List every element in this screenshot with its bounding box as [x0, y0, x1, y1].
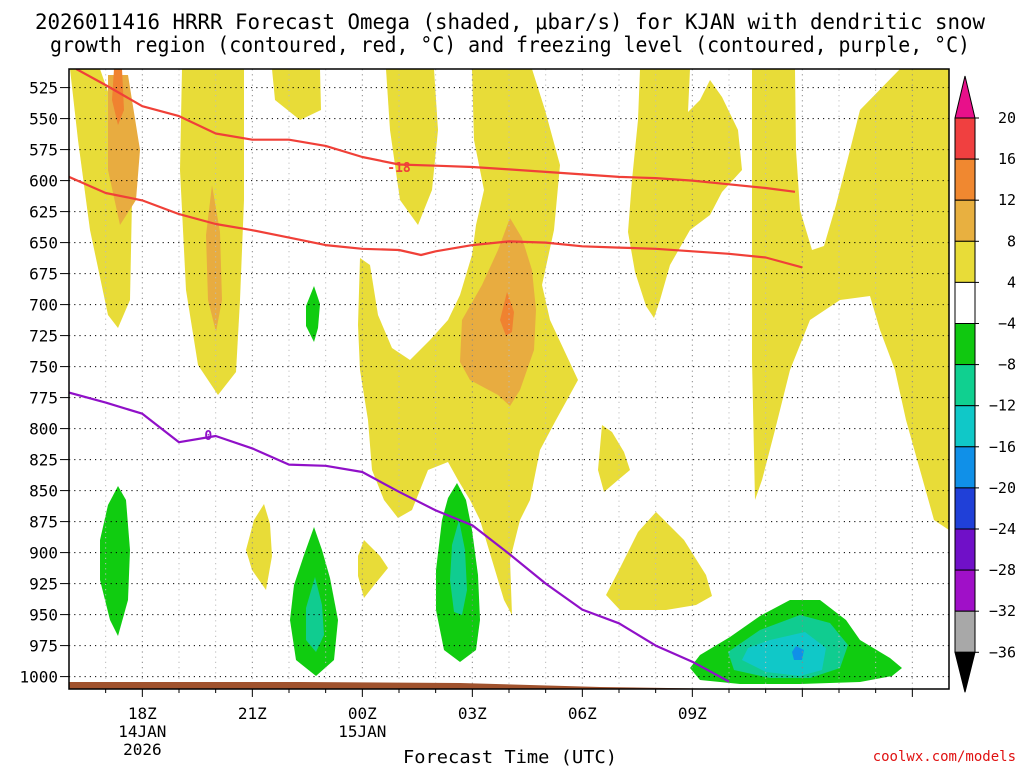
plot-area: -18 0: [69, 69, 949, 689]
colorbar: 20 16 12 8 4 −4 −8 −12 −16 −20 −24 −28 −32 −36: [954, 75, 1016, 693]
omega-region-pos1: [752, 69, 949, 500]
y-tick-label: 575: [29, 141, 58, 160]
omega-region-pos3: [112, 69, 124, 125]
y-tick-label: 625: [29, 203, 58, 222]
colorbar-bottom-arrow: [954, 651, 976, 693]
y-tick-label: 925: [29, 575, 58, 594]
x-tick-date: 14JAN: [118, 722, 166, 741]
omega-region-pos1: [606, 512, 712, 610]
colorbar-swatch: [954, 199, 976, 242]
y-tick-label: 825: [29, 451, 58, 470]
contour-freezing-level: [69, 391, 730, 683]
colorbar-label: 4: [1007, 273, 1016, 291]
y-tick-label: 900: [29, 544, 58, 563]
y-tick-label: 725: [29, 327, 58, 346]
colorbar-swatch: [954, 364, 976, 407]
x-tick-date: 15JAN: [338, 722, 386, 741]
x-tick-label: 18Z: [128, 704, 157, 723]
colorbar-swatch: [954, 117, 976, 160]
y-tick-label: 975: [29, 637, 58, 656]
omega-region-pos1: [870, 292, 949, 530]
contour-dgz-top: [75, 69, 796, 193]
colorbar-label: −16: [989, 438, 1016, 456]
y-tick-label: 650: [29, 234, 58, 253]
omega-region-neg1: [100, 486, 130, 636]
contour-label-freezing-level: 0: [204, 429, 212, 444]
y-tick-label: 675: [29, 265, 58, 284]
colorbar-label: −8: [998, 356, 1016, 374]
colorbar-swatch: [954, 610, 976, 653]
colorbar-label: −24: [989, 520, 1016, 538]
omega-region-neg4: [792, 646, 804, 660]
y-tick-label: 700: [29, 296, 58, 315]
omega-region-neg1: [306, 286, 320, 342]
colorbar-label: −4: [998, 315, 1016, 333]
omega-region-pos1: [386, 69, 438, 225]
colorbar-label: 12: [998, 191, 1016, 209]
contour-dgz-bottom: [69, 175, 803, 269]
x-axis-label: Forecast Time (UTC): [403, 747, 617, 768]
omega-region-pos1: [598, 425, 630, 492]
colorbar-label: 16: [998, 150, 1016, 168]
colorbar-swatch: [954, 528, 976, 571]
x-tick-label: 03Z: [458, 704, 487, 723]
contour-lines: -18 0: [69, 69, 803, 683]
colorbar-label: −36: [989, 643, 1016, 661]
colorbar-swatch: [954, 446, 976, 489]
grid-lines: [69, 69, 949, 689]
colorbar-swatch: [954, 240, 976, 283]
omega-region-pos2: [460, 218, 536, 406]
y-tick-label: 550: [29, 110, 58, 129]
colorbar-label: 8: [1007, 232, 1016, 250]
colorbar-label: −20: [989, 479, 1016, 497]
credit-text: coolwx.com/models: [873, 749, 1016, 765]
colorbar-swatch: [954, 569, 976, 612]
omega-shading: [70, 69, 949, 684]
y-tick-label: 850: [29, 482, 58, 501]
omega-region-neg2: [306, 577, 324, 652]
y-axis: 525 550 575 600 625 650 675 700 725 750 775 800 825 8…: [19, 79, 69, 687]
y-tick-label: 525: [29, 79, 58, 98]
colorbar-label: −12: [989, 397, 1016, 415]
colorbar-swatch: [954, 405, 976, 448]
y-tick-label: 775: [29, 389, 58, 408]
colorbar-label: −32: [989, 602, 1016, 620]
y-tick-label: 1000: [19, 668, 58, 687]
x-tick-label: 00Z: [348, 704, 377, 723]
colorbar-label: −28: [989, 561, 1016, 579]
omega-region-pos1: [272, 69, 321, 120]
colorbar-label: 20: [998, 109, 1016, 127]
terrain: [69, 682, 734, 689]
y-tick-label: 750: [29, 358, 58, 377]
omega-region-neg2: [450, 520, 467, 615]
omega-region-pos1: [628, 69, 742, 318]
y-tick-label: 950: [29, 606, 58, 625]
x-tick-label: 09Z: [678, 704, 707, 723]
y-tick-label: 600: [29, 172, 58, 191]
x-tick-label: 06Z: [568, 704, 597, 723]
contour-label-dgz-top: -18: [387, 161, 411, 176]
y-tick-label: 800: [29, 420, 58, 439]
colorbar-swatch: [954, 323, 976, 366]
x-tick-year: 2026: [123, 740, 162, 759]
x-tick-label: 21Z: [238, 704, 267, 723]
chart-title-line-1: 2026011416 HRRR Forecast Omega (shaded, …: [35, 10, 985, 34]
omega-region-pos3: [500, 292, 514, 336]
colorbar-swatch: [954, 158, 976, 201]
colorbar-swatch: [954, 281, 976, 324]
chart-title-line-2: growth region (contoured, red, °C) and f…: [50, 33, 970, 57]
colorbar-swatch: [954, 487, 976, 530]
omega-region-neg3: [742, 632, 826, 676]
y-tick-label: 875: [29, 513, 58, 532]
